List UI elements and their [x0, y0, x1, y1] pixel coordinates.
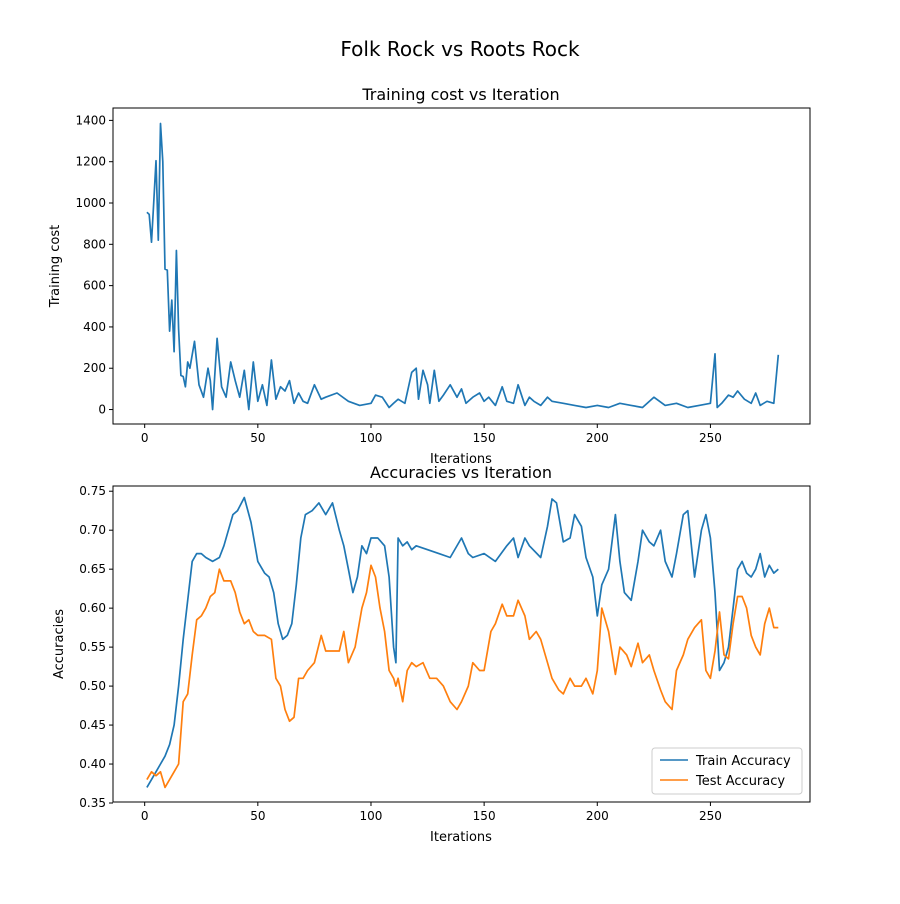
accuracies-ytick-label: 0.70 [79, 523, 106, 537]
training-cost-ytick-label: 1400 [75, 113, 106, 127]
training-cost-xtick-label: 50 [250, 431, 265, 445]
training-cost-frame [112, 107, 811, 425]
accuracies-ytick-label: 0.35 [79, 796, 106, 810]
training-cost-ytick-label: 1000 [75, 196, 106, 210]
accuracies-ylabel: Accuracies [52, 609, 67, 679]
training-cost-xtick-label: 0 [141, 431, 149, 445]
training-cost-xtick-label: 150 [473, 431, 496, 445]
training-cost-ytick-label: 1200 [75, 155, 106, 169]
training-cost-title: Training cost vs Iteration [361, 85, 559, 104]
accuracies-ytick-label: 0.60 [79, 601, 106, 615]
accuracies-ytick-label: 0.40 [79, 757, 106, 771]
accuracies-ytick-label: 0.55 [79, 640, 106, 654]
training-cost-ytick-label: 600 [83, 279, 106, 293]
accuracies-ytick-label: 0.50 [79, 679, 106, 693]
training-cost-ytick-label: 200 [83, 361, 106, 375]
training-cost-ytick-label: 400 [83, 320, 106, 334]
accuracies-xtick-label: 0 [141, 809, 149, 823]
legend-frame [651, 747, 803, 795]
accuracies-xtick-label: 50 [250, 809, 265, 823]
training-cost-xtick-label: 100 [360, 431, 383, 445]
accuracies-xtick-label: 200 [586, 809, 609, 823]
accuracies-ytick-label: 0.45 [79, 718, 106, 732]
accuracies-title: Accuracies vs Iteration [370, 463, 552, 482]
training-cost-ytick-label: 800 [83, 237, 106, 251]
accuracies-axes: Accuracies vs Iteration Iterations Accur… [52, 463, 811, 845]
legend-label-test: Test Accuracy [695, 774, 785, 789]
legend-label-train: Train Accuracy [695, 754, 791, 769]
accuracies-line-test-accuracy [146, 564, 779, 789]
training-cost-xtick-label: 200 [586, 431, 609, 445]
figure-title: Folk Rock vs Roots Rock [340, 37, 580, 61]
accuracies-ytick-label: 0.65 [79, 562, 106, 576]
training-cost-plot-area: 0 50 100 150 200 250 0 200 400 600 800 1000 1200 1400 [75, 107, 811, 445]
training-cost-xlabel: Iterations [430, 452, 492, 467]
training-cost-ytick-label: 0 [98, 403, 106, 417]
training-cost-axes: Training cost vs Iteration Iterations Tr… [48, 85, 811, 467]
accuracies-xtick-label: 250 [699, 809, 722, 823]
training-cost-line-series-0 [146, 122, 780, 411]
accuracies-line-train-accuracy [146, 496, 779, 788]
accuracies-xlabel: Iterations [430, 830, 492, 845]
training-cost-xtick-label: 250 [699, 431, 722, 445]
accuracies-xtick-label: 150 [473, 809, 496, 823]
accuracies-plot-area: 0 50 100 150 200 250 0.35 0.40 0.45 0.50 0.55 0.60 0… [79, 484, 811, 823]
accuracies-xtick-label: 100 [360, 809, 383, 823]
accuracies-ytick-label: 0.75 [79, 484, 106, 498]
accuracies-frame [112, 485, 811, 803]
training-cost-ylabel: Training cost [48, 225, 63, 308]
accuracies-legend: Train Accuracy Test Accuracy [651, 747, 803, 795]
